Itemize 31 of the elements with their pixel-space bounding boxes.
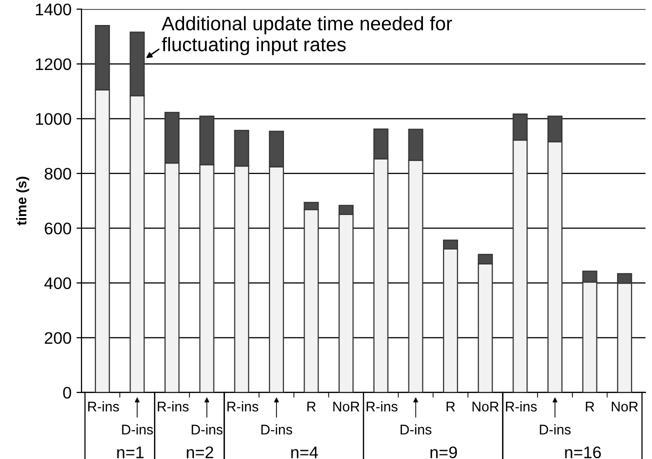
x-tick-label: R-ins [506, 401, 537, 412]
x-tick-label: NoR [472, 402, 499, 412]
x-tick-label: D-ins [540, 424, 571, 434]
x-tick-label: R [446, 402, 455, 412]
x-tick-label: D-ins [400, 424, 432, 434]
x-tick-label: R [307, 402, 316, 412]
y-tick-label: 1200 [36, 58, 72, 70]
y-tick-label: 1000 [36, 113, 72, 125]
text: n=9 [430, 446, 457, 458]
x-tick-label: R-ins [88, 401, 119, 412]
y-tick-label: 400 [44, 277, 72, 290]
x-tick-label: R-ins [158, 401, 189, 412]
y-axis-title: time (s) [16, 176, 30, 226]
x-tick-label: R-ins [227, 401, 258, 412]
text: n=4 [291, 446, 318, 458]
text: n=16 [565, 446, 601, 458]
text: n=2 [186, 446, 214, 458]
x-tick-label: D-ins [122, 424, 153, 434]
y-tick-label: 800 [44, 168, 72, 180]
x-tick-label: D-ins [192, 424, 223, 434]
y-tick-label: 600 [44, 222, 72, 234]
x-tick-label: D-ins [261, 424, 292, 434]
x-tick-label: NoR [612, 402, 638, 412]
x-tick-label: R [586, 402, 594, 412]
y-tick-label: 0 [63, 386, 72, 399]
y-tick-label: 200 [44, 332, 72, 344]
y-tick-label: 1400 [36, 4, 72, 16]
x-tick-label: NoR [333, 402, 360, 412]
annotation: Additional update time needed for fluctuating input rates [162, 16, 452, 56]
text: n=1 [117, 446, 144, 458]
x-tick-label: R-ins [366, 401, 398, 412]
